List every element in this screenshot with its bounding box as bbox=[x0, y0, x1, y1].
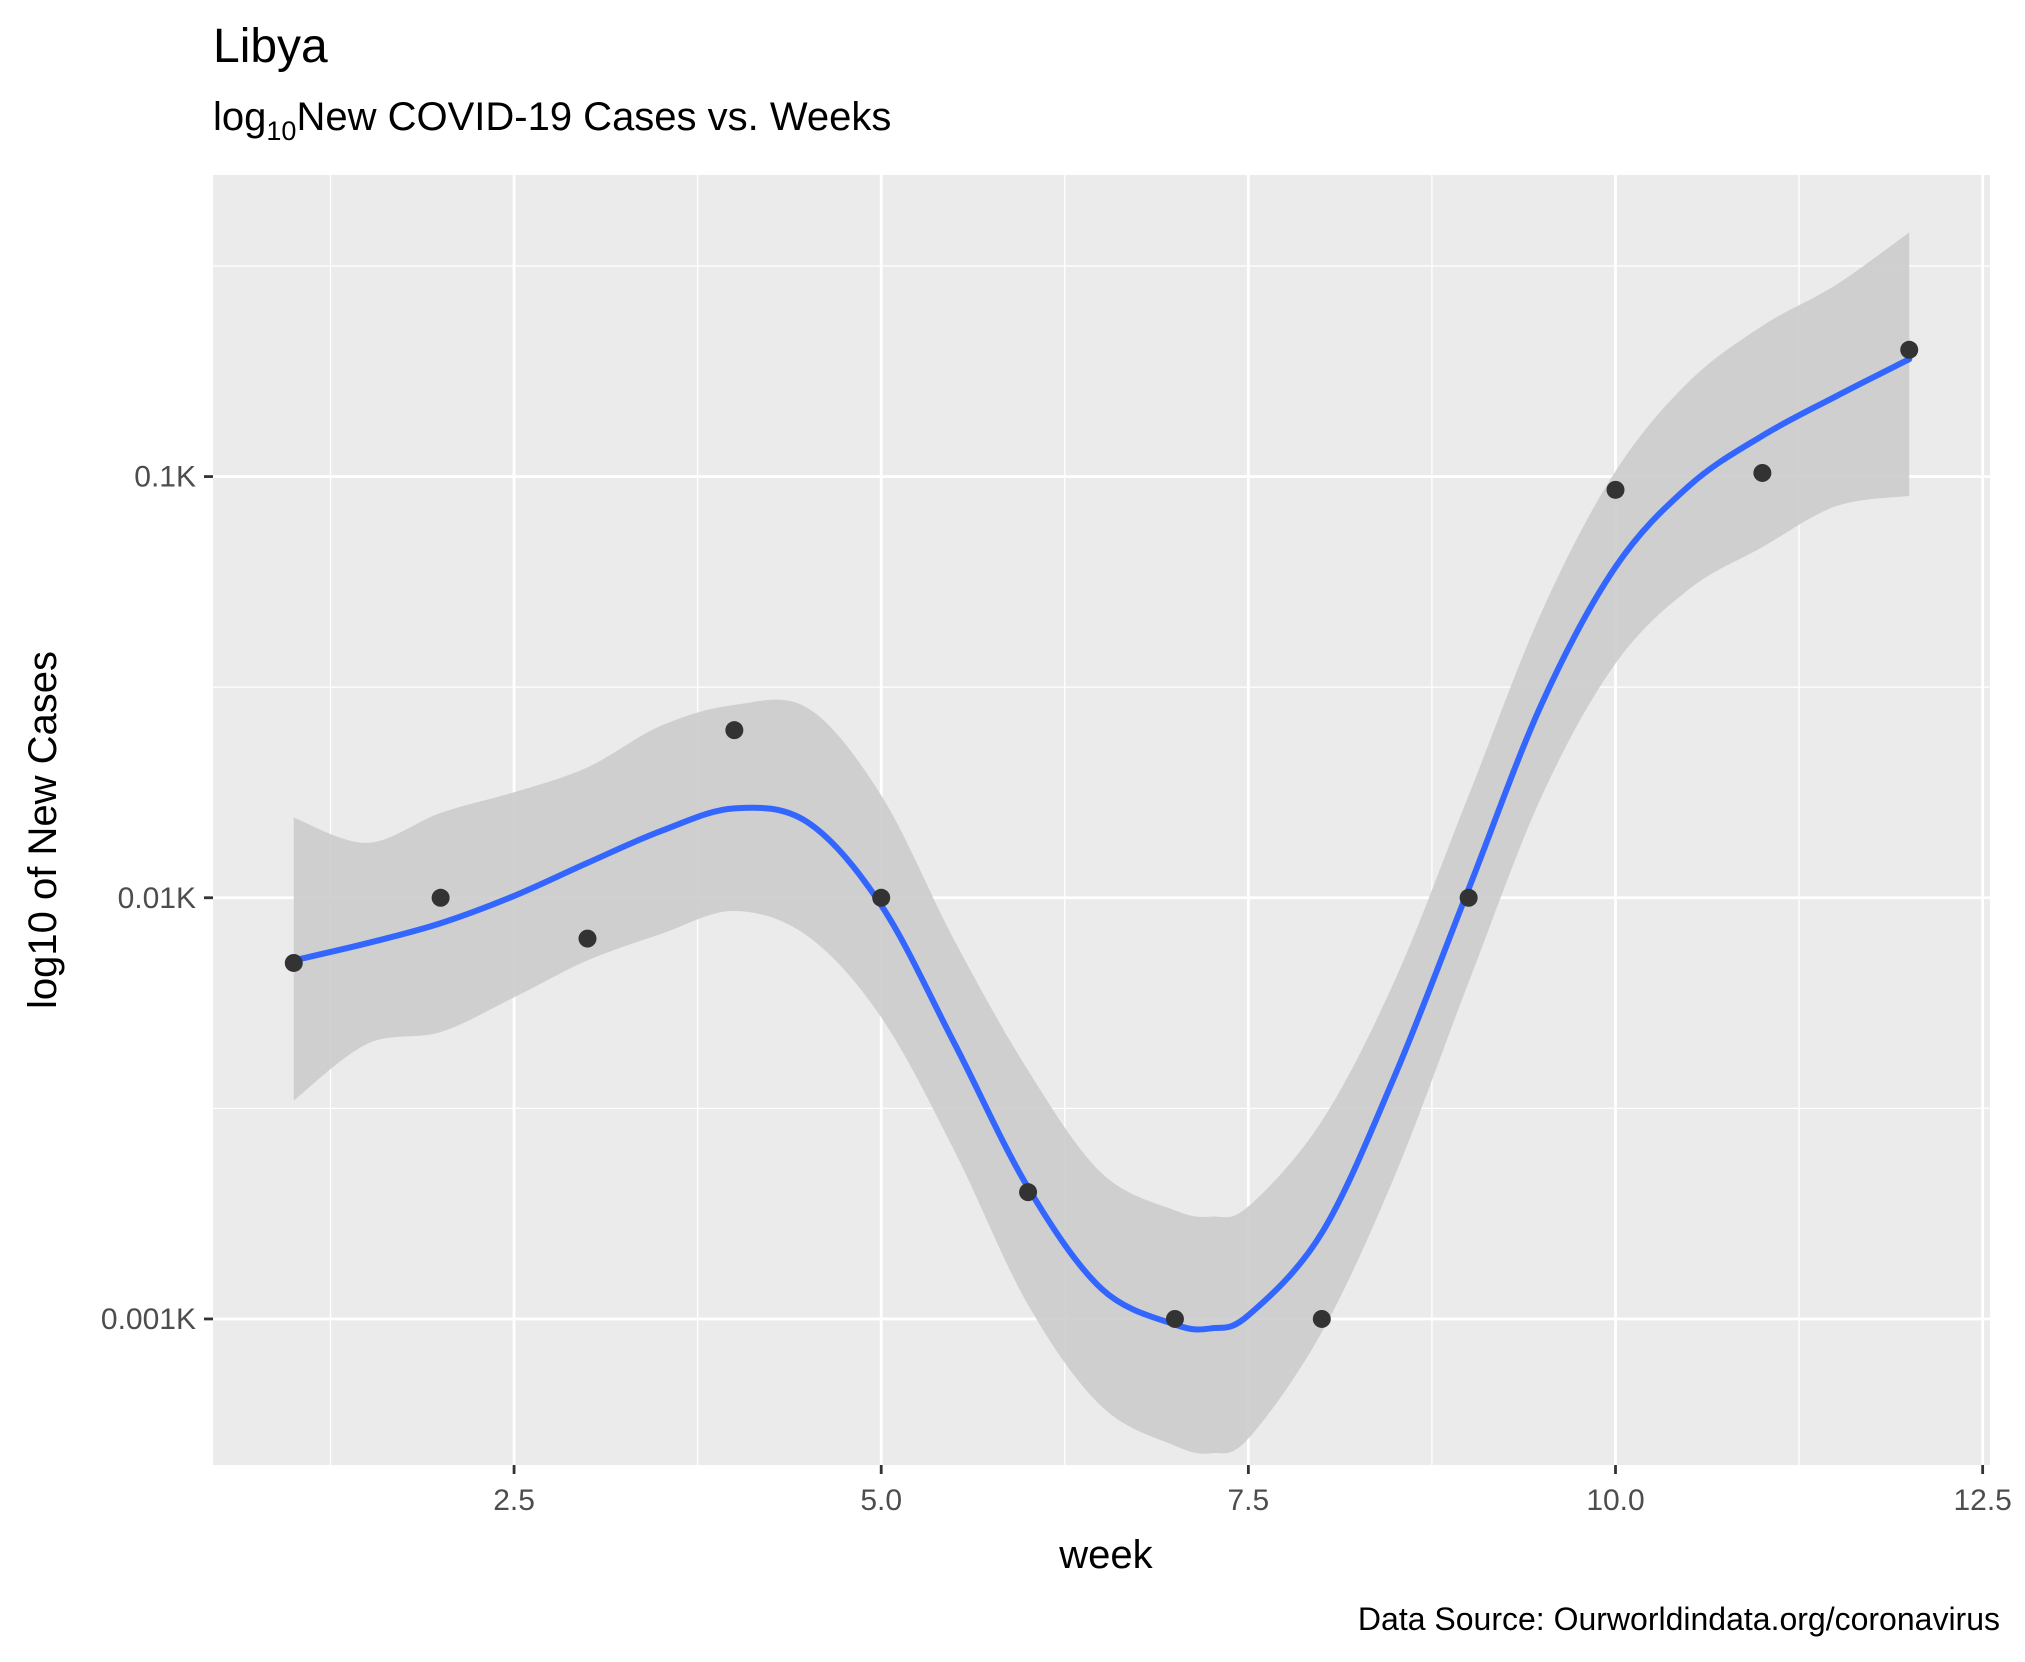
data-point bbox=[725, 721, 744, 740]
chart-subtitle: log10New COVID-19 Cases vs. Weeks bbox=[213, 95, 891, 146]
data-point bbox=[431, 888, 450, 907]
data-point bbox=[1459, 888, 1478, 907]
data-point bbox=[284, 953, 303, 972]
y-axis-title: log10 of New Cases bbox=[21, 651, 65, 1009]
y-axis: 0.1K 0.01K 0.001K bbox=[101, 461, 213, 1336]
x-tick-label: 12.5 bbox=[1953, 1484, 2011, 1517]
data-point bbox=[1900, 340, 1919, 359]
y-tick-label: 0.1K bbox=[134, 461, 196, 494]
data-point bbox=[1019, 1183, 1038, 1202]
chart-title: Libya bbox=[213, 20, 328, 73]
data-point bbox=[872, 888, 891, 907]
y-tick-label: 0.01K bbox=[118, 882, 196, 915]
x-tick-label: 5.0 bbox=[860, 1484, 902, 1517]
x-axis: 2.5 5.0 7.5 10.0 12.5 bbox=[493, 1465, 2012, 1517]
x-tick-label: 2.5 bbox=[493, 1484, 535, 1517]
x-axis-title: week bbox=[1058, 1533, 1153, 1577]
confidence-band bbox=[293, 232, 1910, 1454]
data-source-caption: Data Source: Ourworldindata.org/coronavi… bbox=[1358, 1601, 2000, 1637]
data-points bbox=[284, 340, 1919, 1328]
data-point bbox=[1165, 1309, 1184, 1328]
data-point bbox=[1753, 463, 1772, 482]
x-tick-label: 10.0 bbox=[1586, 1484, 1644, 1517]
y-tick-label: 0.001K bbox=[101, 1303, 196, 1336]
data-point bbox=[1606, 480, 1625, 499]
data-point bbox=[1312, 1309, 1331, 1328]
data-point bbox=[578, 929, 597, 948]
x-tick-label: 7.5 bbox=[1228, 1484, 1270, 1517]
